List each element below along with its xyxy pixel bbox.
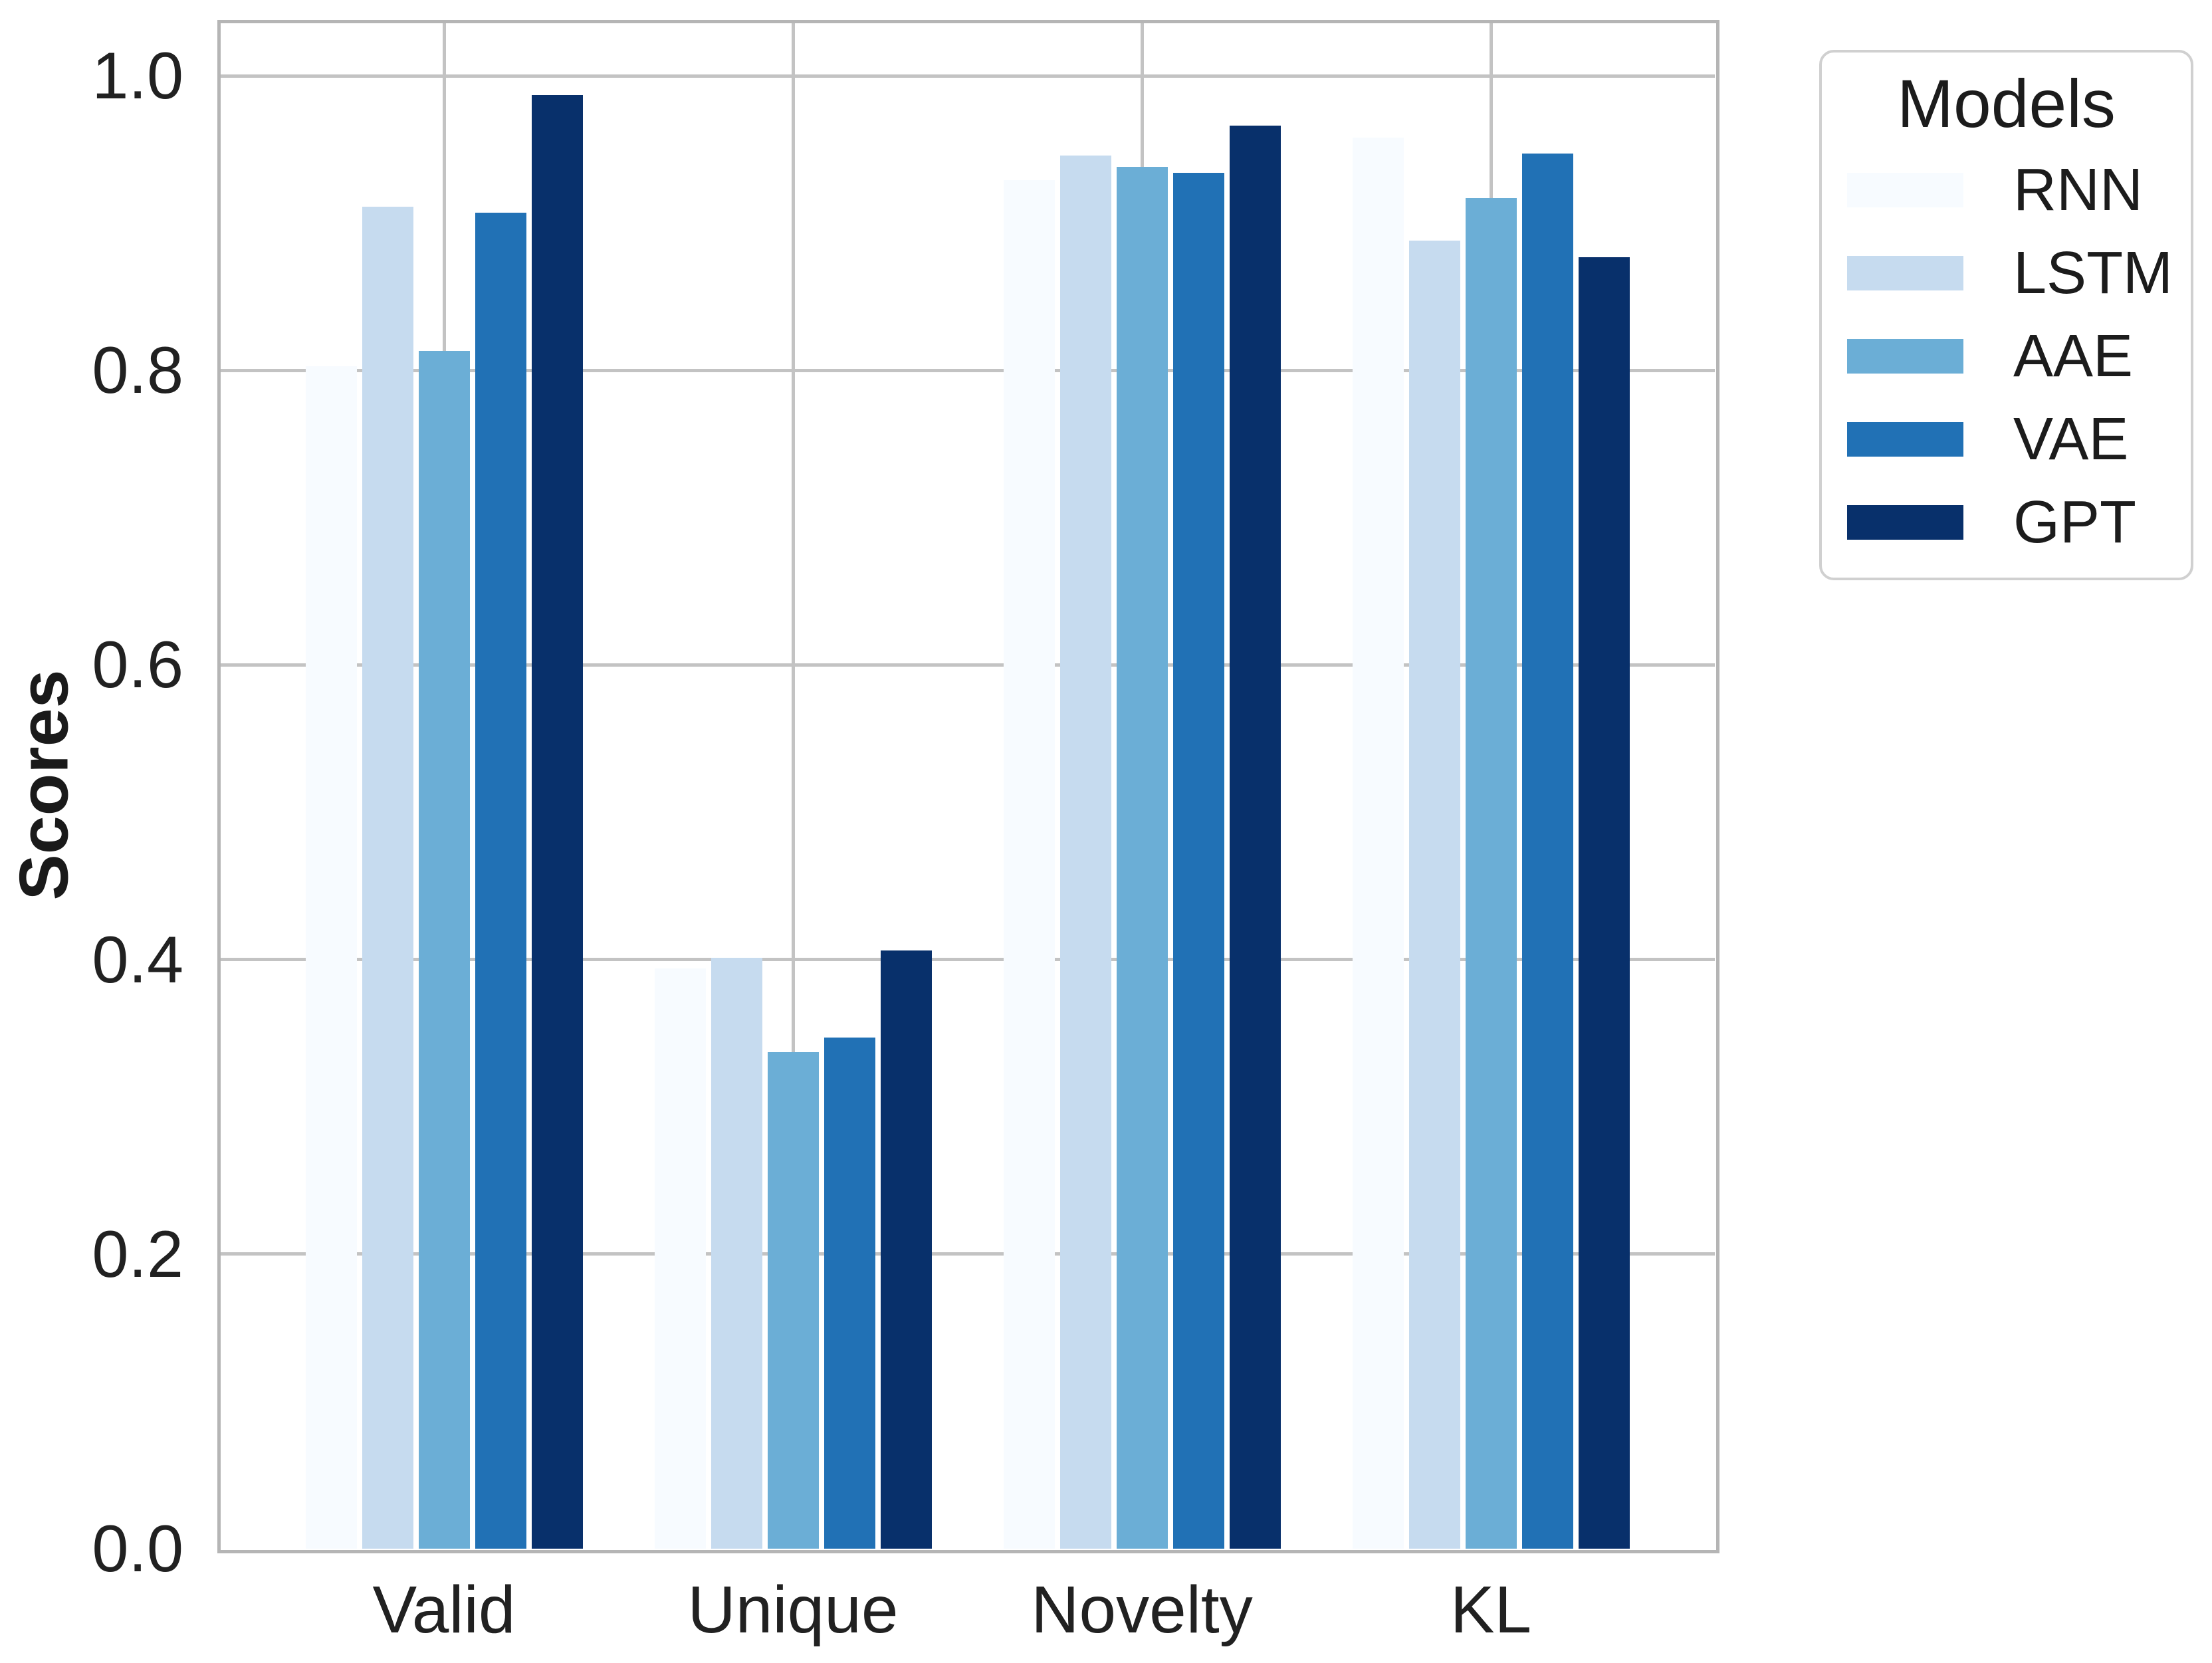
xtick-label-kl: KL (1450, 1573, 1532, 1647)
legend-swatch-rnn (1847, 172, 1963, 207)
legend-row-lstm: LSTM (1822, 231, 2191, 314)
legend-row-aae: AAE (1822, 314, 2191, 397)
legend-label-vae: VAE (2013, 405, 2129, 473)
bar-valid-gpt (531, 94, 583, 1549)
ytick-label-0.8: 0.8 (92, 333, 183, 407)
bar-unique-rnn (654, 968, 706, 1549)
bar-novelty-lstm (1059, 155, 1111, 1549)
bar-novelty-rnn (1003, 180, 1055, 1549)
bar-novelty-aae (1116, 167, 1168, 1549)
legend-row-vae: VAE (1822, 397, 2191, 481)
bar-unique-gpt (880, 950, 932, 1549)
bar-kl-gpt (1578, 257, 1630, 1549)
bar-valid-vae (475, 213, 526, 1549)
legend-swatch-aae (1847, 338, 1963, 374)
legend-swatch-vae (1847, 421, 1963, 457)
ytick-label-0.6: 0.6 (92, 627, 183, 702)
gridline-y-0.8 (219, 368, 1715, 372)
legend-box: Models RNN LSTM AAE VAE GPT (1819, 50, 2193, 580)
bar-valid-lstm (362, 207, 413, 1549)
bar-valid-aae (418, 351, 470, 1549)
bar-kl-lstm (1408, 241, 1460, 1549)
bar-kl-vae (1521, 154, 1573, 1549)
xtick-label-valid: Valid (372, 1573, 516, 1647)
bar-novelty-vae (1172, 173, 1224, 1549)
bar-valid-rnn (305, 366, 357, 1549)
legend-rows: RNN LSTM AAE VAE GPT (1822, 148, 2191, 564)
legend-swatch-gpt (1847, 504, 1963, 540)
legend-swatch-lstm (1847, 255, 1963, 290)
legend-label-lstm: LSTM (2013, 239, 2173, 306)
gridline-x-unique (791, 22, 795, 1549)
legend-title: Models (1897, 66, 2116, 142)
legend-row-rnn: RNN (1822, 148, 2191, 231)
y-axis-title: Scores (5, 669, 83, 901)
legend-label-aae: AAE (2013, 322, 2134, 389)
legend-label-gpt: GPT (2013, 489, 2137, 556)
legend-label-rnn: RNN (2013, 156, 2143, 223)
bar-kl-aae (1465, 197, 1517, 1549)
plot-area (219, 22, 1715, 1549)
xtick-label-novelty: Novelty (1031, 1573, 1253, 1647)
bar-unique-vae (824, 1038, 875, 1549)
ytick-label-0.4: 0.4 (92, 922, 183, 996)
ytick-label-1.0: 1.0 (92, 39, 183, 112)
ytick-label-0.0: 0.0 (92, 1511, 183, 1585)
gridline-y-1.0 (219, 74, 1715, 78)
bar-unique-aae (767, 1052, 819, 1549)
gridline-y-0.4 (219, 958, 1715, 962)
legend-row-gpt: GPT (1822, 481, 2191, 564)
bar-unique-lstm (711, 958, 762, 1549)
ytick-label-0.2: 0.2 (92, 1216, 183, 1291)
gridline-y-0.2 (219, 1252, 1715, 1256)
xtick-label-unique: Unique (687, 1573, 899, 1647)
bar-kl-rnn (1352, 138, 1404, 1549)
gridline-y-0.6 (219, 663, 1715, 667)
bar-novelty-gpt (1229, 126, 1281, 1549)
